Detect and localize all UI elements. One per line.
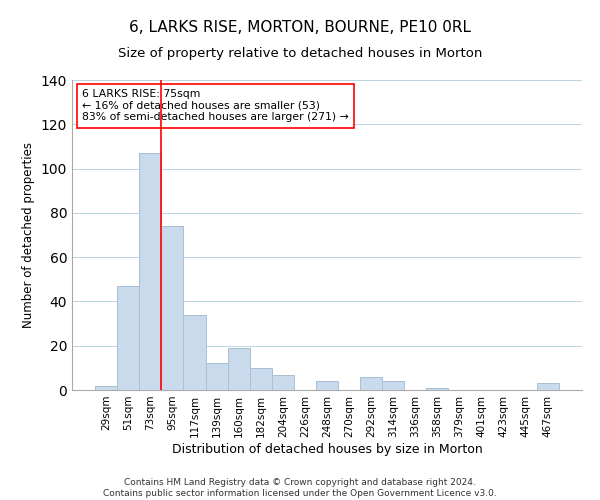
Bar (537, 384, 559, 390)
Bar (206, 364, 227, 390)
Bar (161, 226, 184, 390)
Bar (360, 376, 382, 390)
Bar (427, 388, 448, 390)
Text: Contains HM Land Registry data © Crown copyright and database right 2024.
Contai: Contains HM Land Registry data © Crown c… (103, 478, 497, 498)
Y-axis label: Number of detached properties: Number of detached properties (22, 142, 35, 328)
Bar (250, 368, 272, 390)
Text: Size of property relative to detached houses in Morton: Size of property relative to detached ho… (118, 47, 482, 60)
Bar (316, 381, 338, 390)
Text: 6, LARKS RISE, MORTON, BOURNE, PE10 0RL: 6, LARKS RISE, MORTON, BOURNE, PE10 0RL (129, 20, 471, 35)
Bar (117, 286, 139, 390)
X-axis label: Distribution of detached houses by size in Morton: Distribution of detached houses by size … (172, 442, 482, 456)
Bar (227, 348, 250, 390)
Bar (184, 314, 206, 390)
Text: 6 LARKS RISE: 75sqm
← 16% of detached houses are smaller (53)
83% of semi-detach: 6 LARKS RISE: 75sqm ← 16% of detached ho… (82, 90, 349, 122)
Bar (95, 386, 117, 390)
Bar (139, 153, 161, 390)
Bar (272, 374, 294, 390)
Bar (382, 381, 404, 390)
